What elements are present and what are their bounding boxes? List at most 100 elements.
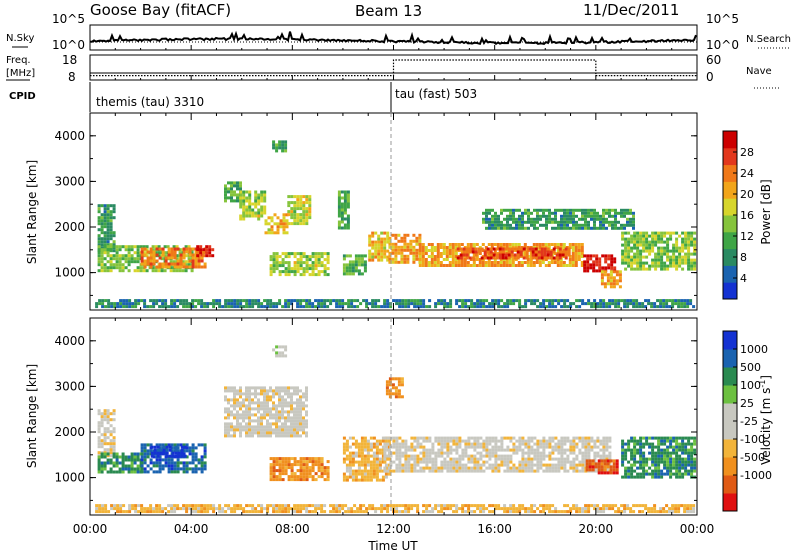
velocity-cell bbox=[342, 460, 346, 464]
power-cell bbox=[196, 248, 200, 252]
power-cell bbox=[182, 305, 186, 309]
power-cell bbox=[269, 258, 273, 262]
velocity-cell bbox=[624, 442, 628, 446]
velocity-cell bbox=[359, 507, 363, 511]
velocity-cell bbox=[284, 401, 287, 405]
velocity-cell bbox=[112, 470, 116, 474]
power-cell bbox=[149, 265, 153, 269]
velocity-cell bbox=[152, 507, 156, 511]
velocity-cell bbox=[290, 431, 293, 435]
velocity-cell bbox=[130, 461, 134, 465]
velocity-cell bbox=[156, 448, 160, 452]
power-cell bbox=[605, 208, 608, 212]
velocity-cell bbox=[461, 448, 465, 452]
power-cell bbox=[157, 251, 161, 255]
velocity-cell bbox=[675, 454, 679, 458]
power-cell bbox=[269, 273, 273, 277]
velocity-cell bbox=[369, 445, 373, 449]
power-cell bbox=[218, 302, 222, 306]
power-cell bbox=[556, 249, 560, 252]
power-cell bbox=[587, 299, 591, 303]
power-cell bbox=[454, 246, 458, 249]
velocity-cell bbox=[308, 469, 312, 473]
power-cell bbox=[545, 223, 548, 227]
velocity-cell bbox=[266, 428, 269, 432]
power-cell bbox=[639, 234, 643, 238]
power-cell bbox=[518, 223, 521, 227]
power-cell bbox=[305, 302, 309, 306]
power-cell bbox=[110, 302, 114, 306]
velocity-cell bbox=[590, 448, 594, 452]
power-cell bbox=[578, 226, 581, 230]
velocity-cell bbox=[356, 507, 360, 511]
velocity-cell bbox=[455, 510, 459, 514]
power-cell bbox=[418, 246, 422, 249]
velocity-cell bbox=[636, 451, 640, 455]
power-cell bbox=[593, 223, 596, 227]
velocity-cell bbox=[639, 475, 643, 479]
velocity-cell bbox=[560, 442, 564, 446]
power-cell bbox=[603, 273, 607, 277]
velocity-cell bbox=[602, 451, 606, 455]
velocity-cell bbox=[124, 455, 128, 459]
power-cell bbox=[675, 249, 679, 253]
power-cell bbox=[540, 247, 544, 251]
velocity-cell bbox=[467, 457, 471, 461]
velocity-cell bbox=[203, 507, 207, 511]
velocity-cell bbox=[527, 442, 531, 446]
velocity-cell bbox=[260, 386, 263, 390]
velocity-cell bbox=[106, 458, 110, 462]
velocity-cell bbox=[290, 472, 294, 476]
velocity-cell bbox=[657, 445, 661, 449]
velocity-cell bbox=[272, 348, 276, 352]
power-cell bbox=[534, 256, 538, 260]
velocity-cell bbox=[509, 460, 513, 464]
velocity-cell bbox=[397, 389, 401, 393]
power-cell bbox=[517, 243, 521, 246]
power-cell bbox=[510, 253, 514, 257]
power-cell bbox=[368, 255, 372, 259]
power-cell bbox=[115, 254, 119, 258]
velocity-cell bbox=[599, 439, 603, 443]
velocity-cell bbox=[140, 461, 144, 465]
power-cell bbox=[131, 305, 135, 309]
velocity-cell bbox=[461, 469, 465, 473]
power-cell bbox=[176, 262, 180, 266]
velocity-cell bbox=[591, 459, 595, 463]
velocity-cell bbox=[385, 392, 389, 396]
power-cell bbox=[200, 305, 204, 309]
power-cell bbox=[669, 264, 673, 268]
power-cell bbox=[178, 251, 182, 255]
power-cell bbox=[681, 246, 685, 250]
power-cell bbox=[270, 219, 274, 223]
power-cell bbox=[158, 256, 162, 260]
velocity-cell bbox=[179, 461, 183, 465]
velocity-cell bbox=[557, 457, 561, 461]
velocity-cell bbox=[494, 469, 498, 473]
velocity-cell bbox=[672, 463, 676, 467]
velocity-cell bbox=[666, 463, 670, 467]
velocity-cell bbox=[299, 419, 302, 423]
power-cell bbox=[146, 305, 150, 309]
power-cell bbox=[383, 255, 387, 259]
power-cell bbox=[345, 269, 349, 273]
power-cell bbox=[684, 243, 688, 247]
power-cell bbox=[577, 258, 581, 261]
velocity-cell bbox=[112, 442, 116, 446]
velocity-cell bbox=[224, 395, 227, 399]
velocity-cell bbox=[542, 454, 546, 458]
power-cell bbox=[109, 216, 113, 220]
velocity-cell bbox=[413, 436, 417, 440]
power-cell bbox=[140, 262, 144, 266]
velocity-cell bbox=[590, 445, 594, 449]
power-cell bbox=[191, 247, 195, 251]
velocity-cell bbox=[428, 454, 432, 458]
power-cell bbox=[152, 259, 156, 263]
power-cell bbox=[290, 213, 294, 217]
velocity-cell bbox=[239, 404, 242, 408]
power-cell bbox=[356, 299, 360, 303]
velocity-cell bbox=[569, 439, 573, 443]
power-cell bbox=[580, 249, 584, 252]
velocity-cell bbox=[410, 466, 414, 470]
power-cell bbox=[242, 211, 246, 215]
